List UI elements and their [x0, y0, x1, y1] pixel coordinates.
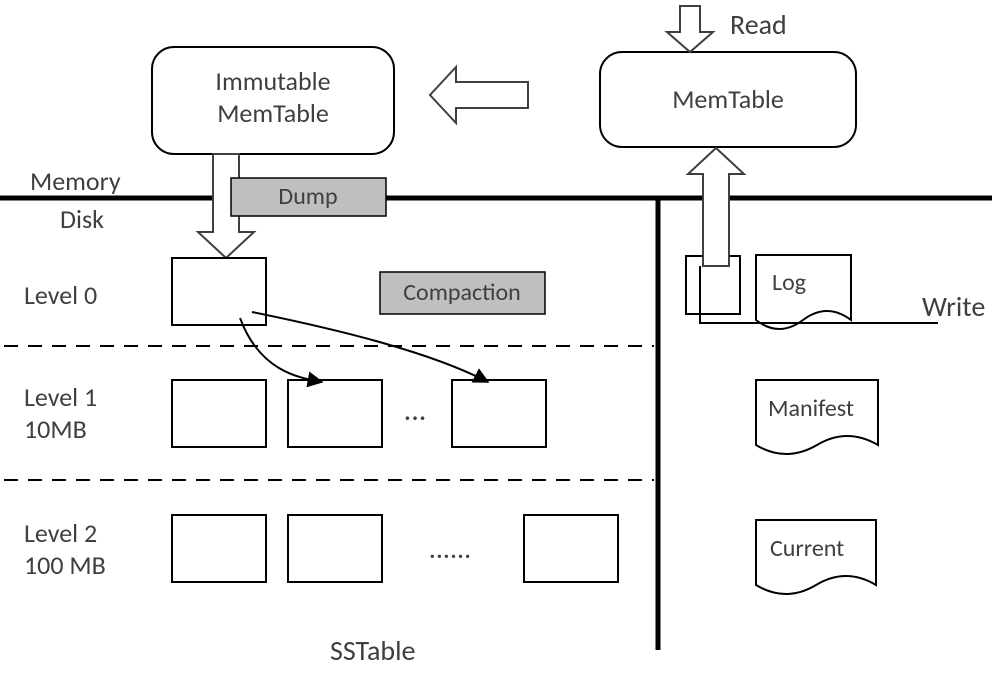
current-label: Current — [770, 534, 844, 563]
ellipsis-l2: ...... — [429, 531, 471, 566]
immutable-memtable-label-1: Immutable — [215, 65, 330, 97]
sstable-l1-1 — [172, 380, 266, 447]
write-label: Write — [922, 289, 985, 324]
compaction-arrow-1 — [240, 318, 322, 382]
disk-label: Disk — [60, 203, 104, 235]
sstable-l0-1 — [172, 258, 266, 325]
memtable-to-immutable-arrow — [430, 67, 528, 123]
level1-label-2: 10MB — [24, 413, 87, 445]
memory-label: Memory — [30, 165, 121, 197]
sstable-l2-2 — [288, 515, 382, 582]
sstable-l2-3 — [524, 515, 618, 582]
immutable-memtable-label-2: MemTable — [217, 97, 329, 129]
sstable-l1-3 — [452, 380, 546, 447]
dump-label: Dump — [278, 182, 337, 211]
compaction-label: Compaction — [403, 278, 521, 307]
level2-label-1: Level 2 — [24, 517, 97, 549]
read-arrow — [667, 6, 713, 52]
level1-label-1: Level 1 — [24, 381, 97, 413]
memtable-label: MemTable — [672, 83, 784, 115]
log-to-memtable-arrow — [688, 148, 744, 266]
sstable-l2-1 — [172, 515, 266, 582]
level0-label: Level 0 — [24, 279, 97, 311]
log-label: Log — [772, 268, 806, 297]
ellipsis-l1: ... — [404, 392, 427, 429]
read-label: Read — [730, 7, 787, 42]
sstable-l1-2 — [288, 380, 382, 447]
sstable-caption: SSTable — [330, 633, 415, 668]
level2-label-2: 100 MB — [24, 549, 106, 581]
manifest-label: Manifest — [768, 394, 854, 423]
